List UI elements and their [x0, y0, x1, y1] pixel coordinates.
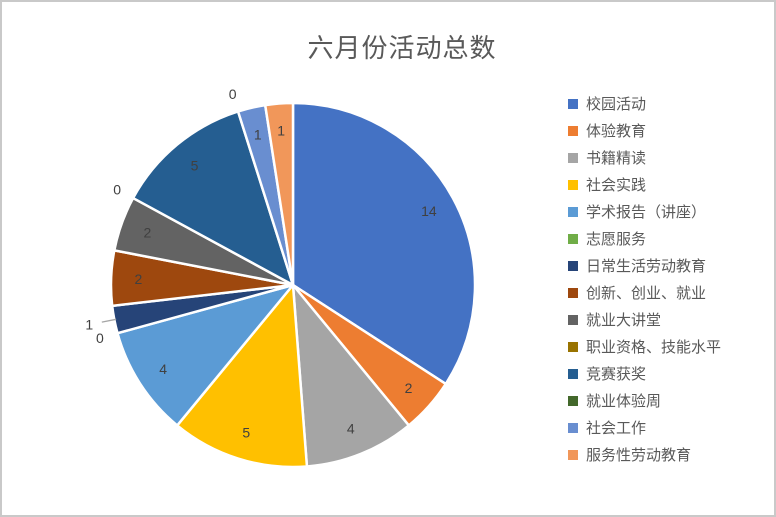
- data-label-9: 2: [144, 225, 152, 241]
- legend-item-label: 校园活动: [586, 96, 647, 113]
- data-label-7: 1: [85, 316, 93, 332]
- data-label-1: 14: [421, 203, 437, 219]
- pie-slice-5[interactable]: [116, 283, 295, 427]
- legend-item-9[interactable]: 就业大讲堂: [568, 306, 721, 333]
- data-label-5: 4: [159, 361, 167, 377]
- legend-item-label: 体验教育: [586, 123, 647, 140]
- legend-item-4[interactable]: 社会实践: [568, 171, 721, 198]
- legend-marker-icon: [568, 233, 578, 244]
- legend-item-label: 学术报告（讲座）: [586, 204, 707, 221]
- data-label-14: 1: [277, 123, 285, 139]
- legend-item-label: 竞赛获奖: [586, 366, 647, 383]
- legend-item-label: 就业大讲堂: [586, 312, 662, 329]
- legend-item-label: 职业资格、技能水平: [586, 339, 722, 356]
- data-label-2: 2: [405, 380, 413, 396]
- legend-marker-icon: [568, 368, 578, 379]
- data-label-10: 0: [113, 181, 121, 197]
- legend-item-2[interactable]: 体验教育: [568, 117, 721, 144]
- legend-marker-icon: [568, 179, 578, 190]
- data-label-8: 2: [135, 271, 143, 287]
- data-label-12: 0: [229, 86, 237, 102]
- data-label-3: 4: [347, 420, 355, 436]
- label-leader-line: [101, 318, 117, 323]
- data-label-6: 0: [96, 330, 104, 346]
- legend-marker-icon: [568, 260, 578, 271]
- legend-item-7[interactable]: 日常生活劳动教育: [568, 252, 721, 279]
- legend-item-5[interactable]: 学术报告（讲座）: [568, 198, 721, 225]
- legend-marker-icon: [568, 206, 578, 217]
- legend-item-label: 社会实践: [586, 177, 647, 194]
- legend-item-1[interactable]: 校园活动: [568, 90, 721, 117]
- legend-item-12[interactable]: 就业体验周: [568, 387, 721, 414]
- pie-slice-14[interactable]: [263, 101, 295, 287]
- legend-item-14[interactable]: 服务性劳动教育: [568, 441, 721, 468]
- legend-item-3[interactable]: 书籍精读: [568, 144, 721, 171]
- legend-item-label: 服务性劳动教育: [586, 447, 692, 464]
- legend-item-label: 社会工作: [586, 420, 647, 437]
- legend-marker-icon: [568, 314, 578, 325]
- chart-title: 六月份活动总数: [307, 33, 497, 63]
- legend-item-label: 书籍精读: [586, 150, 647, 167]
- legend-marker-icon: [568, 422, 578, 433]
- legend-marker-icon: [568, 287, 578, 298]
- legend-marker-icon: [568, 395, 578, 406]
- legend-marker-icon: [568, 125, 578, 136]
- legend: 校园活动体验教育书籍精读社会实践学术报告（讲座） 志愿服务日常生活劳动教育 创新、创…: [568, 90, 721, 468]
- data-label-4: 5: [242, 424, 250, 440]
- legend-marker-icon: [568, 98, 578, 109]
- legend-item-label: 日常生活劳动教育: [586, 258, 707, 275]
- legend-item-label: 创新、创业、就业: [586, 285, 707, 302]
- legend-item-13[interactable]: 社会工作: [568, 414, 721, 441]
- legend-marker-icon: [568, 152, 578, 163]
- legend-item-label: 志愿服务: [586, 231, 647, 248]
- legend-item-11[interactable]: 竞赛获奖: [568, 360, 721, 387]
- data-label-13: 1: [254, 126, 262, 142]
- legend-item-10[interactable]: 职业资格、技能水平: [568, 333, 721, 360]
- legend-item-8[interactable]: 创新、创业、就业: [568, 279, 721, 306]
- pie-slice-4[interactable]: [175, 283, 309, 469]
- legend-marker-icon: [568, 341, 578, 352]
- data-label-11: 5: [191, 158, 199, 174]
- pie-slice-3[interactable]: [291, 283, 411, 468]
- legend-marker-icon: [568, 449, 578, 460]
- pie-slice-11[interactable]: [131, 110, 295, 287]
- legend-item-6[interactable]: 志愿服务: [568, 225, 721, 252]
- legend-item-label: 就业体验周: [586, 393, 662, 410]
